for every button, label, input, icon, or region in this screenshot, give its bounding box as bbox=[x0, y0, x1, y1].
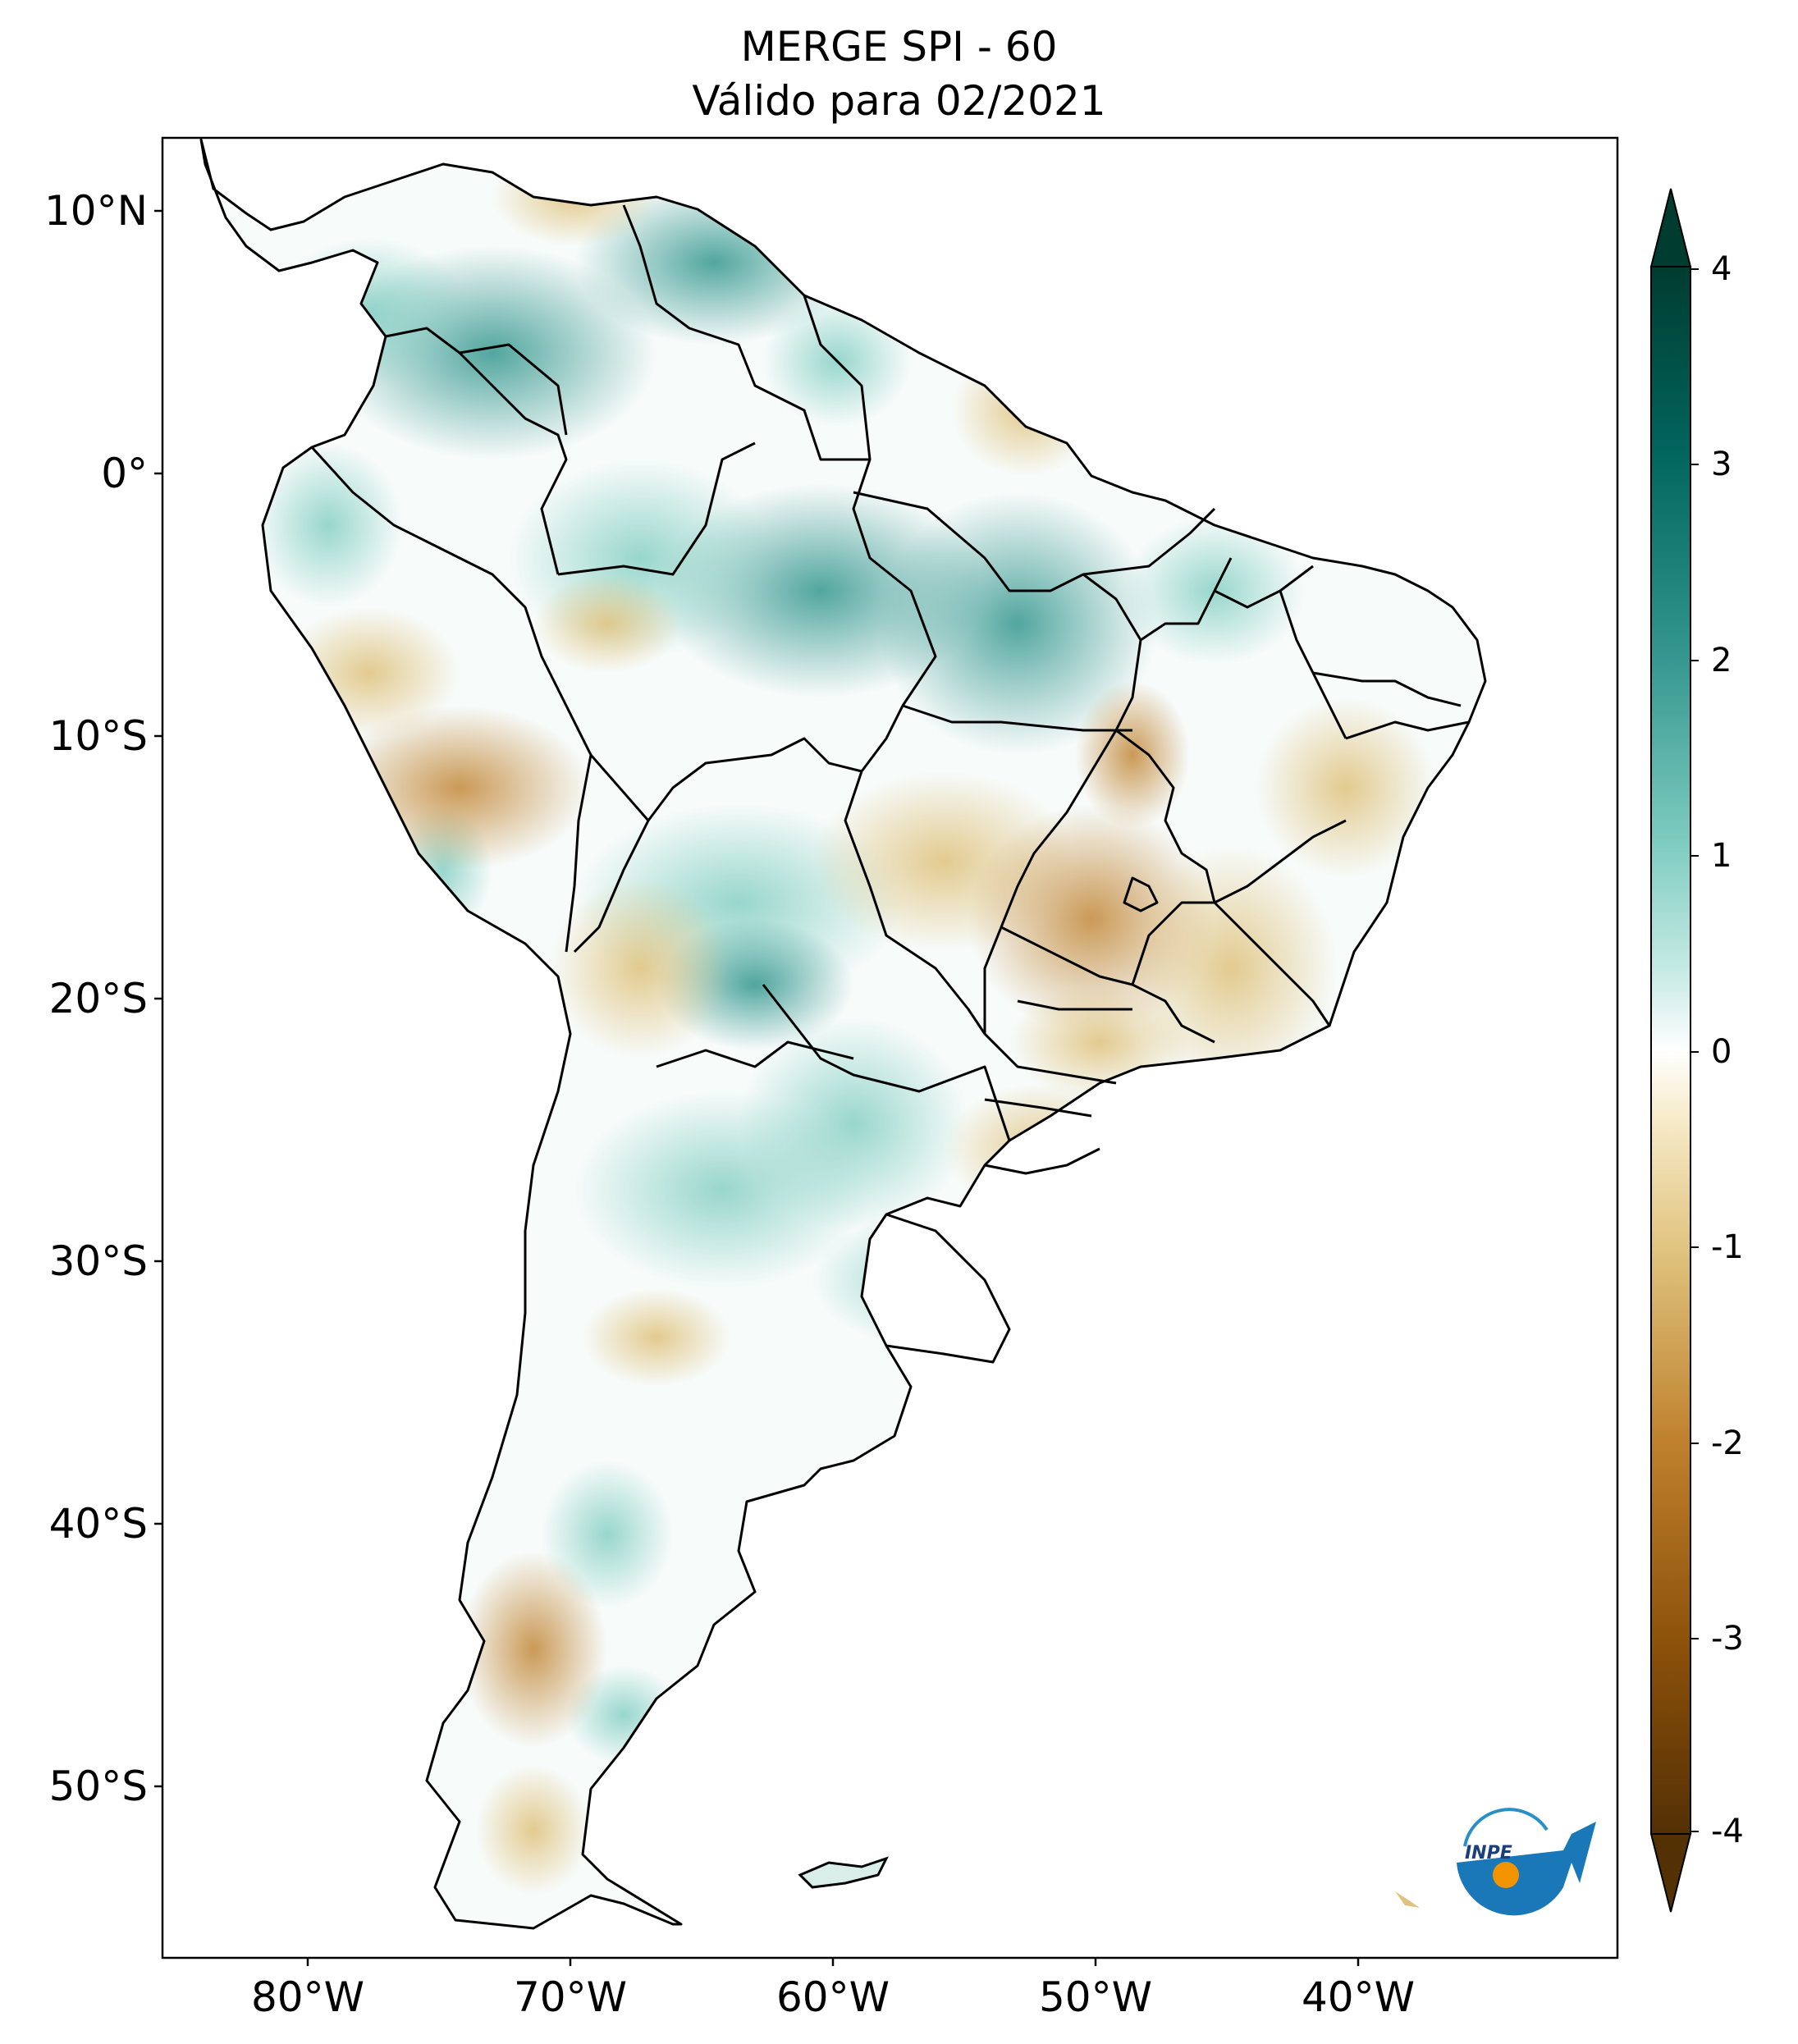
lat-ticks bbox=[154, 209, 162, 1788]
lat-label-10s: 10°S bbox=[48, 712, 148, 760]
lon-label-40w: 40°W bbox=[1301, 1973, 1416, 2021]
colorbar-label-3: 3 bbox=[1711, 446, 1732, 483]
map-frame bbox=[161, 136, 1619, 1959]
lat-label-30s: 30°S bbox=[48, 1237, 148, 1285]
colorbar-label-minus2: -2 bbox=[1711, 1424, 1744, 1462]
lat-label-20s: 20°S bbox=[48, 975, 148, 1022]
logo-swoosh-icon bbox=[1457, 1822, 1596, 1916]
lon-label-70w: 70°W bbox=[513, 1973, 628, 2021]
colorbar-extend-min bbox=[1649, 1833, 1692, 1913]
logo-sun-icon bbox=[1493, 1862, 1519, 1888]
lon-label-50w: 50°W bbox=[1038, 1973, 1153, 2021]
colorbar-label-1: 1 bbox=[1711, 837, 1732, 875]
south-georgia bbox=[1395, 1891, 1420, 1908]
coastline bbox=[199, 138, 1487, 1930]
logo-text: INPE bbox=[1465, 1843, 1512, 1863]
lat-label-40s: 40°S bbox=[48, 1500, 148, 1548]
colorbar-label-2: 2 bbox=[1711, 642, 1732, 679]
colorbar-label-4: 4 bbox=[1711, 250, 1732, 288]
political-borders bbox=[310, 204, 1470, 1364]
lon-label-80w: 80°W bbox=[250, 1973, 365, 2021]
colorbar-label-0: 0 bbox=[1711, 1033, 1732, 1071]
colorbar-label-minus1: -1 bbox=[1711, 1228, 1744, 1266]
inpe-logo: INPE bbox=[1457, 1808, 1596, 1916]
lon-ticks bbox=[306, 1958, 1360, 1966]
colorbar-ticks bbox=[1690, 268, 1699, 1832]
lat-label-10n: 10°N bbox=[43, 187, 148, 235]
colorbar bbox=[1649, 188, 1699, 1913]
colorbar-gradient bbox=[1650, 266, 1691, 1835]
falkland-islands bbox=[798, 1856, 889, 1889]
map-title: MERGE SPI - 60 bbox=[740, 23, 1058, 71]
logo-orbit-icon bbox=[1463, 1808, 1549, 1847]
lat-label-0: 0° bbox=[101, 450, 148, 497]
lon-label-60w: 60°W bbox=[775, 1973, 890, 2021]
colorbar-label-minus3: -3 bbox=[1711, 1620, 1744, 1658]
colorbar-extend-max bbox=[1649, 188, 1692, 268]
lat-label-50s: 50°S bbox=[48, 1763, 148, 1810]
colorbar-label-minus4: -4 bbox=[1711, 1813, 1744, 1850]
map-subtitle: Válido para 02/2021 bbox=[692, 77, 1106, 125]
